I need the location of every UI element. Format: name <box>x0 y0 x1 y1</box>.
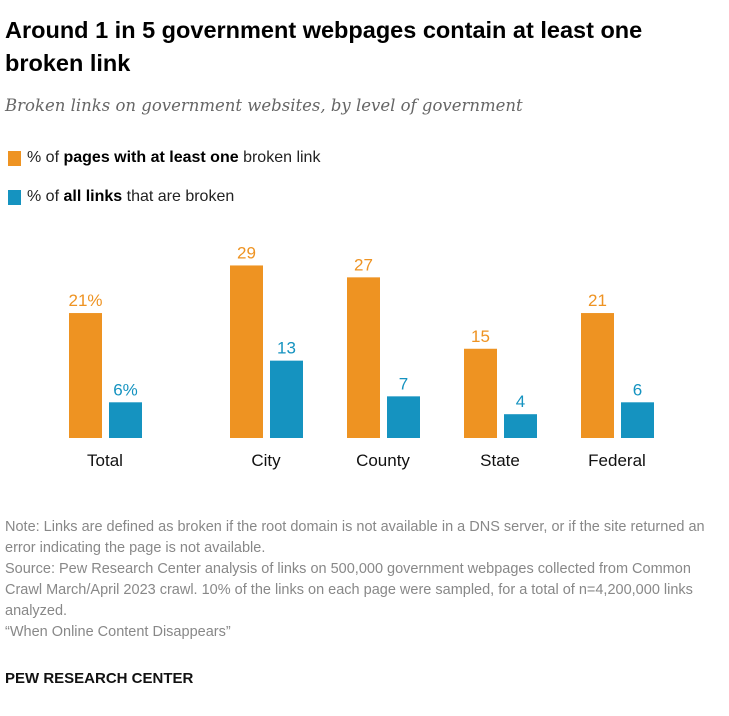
bar-city-links <box>270 360 303 438</box>
legend-item-links: % of all links that are broken <box>8 188 234 206</box>
legend-item-pages: % of pages with at least one broken link <box>8 149 320 167</box>
legend-swatch-orange <box>8 150 21 166</box>
data-label: 6 <box>633 380 642 399</box>
bar-county-links <box>387 396 420 438</box>
bar-federal-links <box>621 402 654 438</box>
bar-state-links <box>504 414 537 438</box>
legend-bold: all links <box>63 188 123 205</box>
bar-county-pages <box>347 277 380 438</box>
source-text: Source: Pew Research Center analysis of … <box>5 561 693 619</box>
legend-swatch-blue <box>8 189 21 205</box>
legend-text: % of <box>27 149 60 166</box>
report-title: “When Online Content Disappears” <box>5 624 231 640</box>
chart-subtitle: Broken links on government websites, by … <box>5 96 523 115</box>
chart-title: Around 1 in 5 government webpages contai… <box>5 17 643 76</box>
brand-logo: PEW RESEARCH CENTER <box>5 670 194 687</box>
notes: Note: Links are defined as broken if the… <box>5 517 725 643</box>
bar-federal-pages <box>581 313 614 438</box>
data-label: 6% <box>113 380 138 399</box>
category-label: Total <box>87 451 123 470</box>
legend-text: broken link <box>238 149 321 166</box>
legend-bold: pages with at least one <box>63 149 239 166</box>
bar-city-pages <box>230 265 263 438</box>
data-label: 27 <box>354 255 373 274</box>
category-label: State <box>480 451 520 470</box>
note-text: Note: Links are defined as broken if the… <box>5 519 705 556</box>
bar-total-pages <box>69 313 102 438</box>
bar-total-links <box>109 402 142 438</box>
data-label: 21% <box>68 291 102 310</box>
bar-state-pages <box>464 348 497 438</box>
data-label: 15 <box>471 327 490 346</box>
legend-text: that are broken <box>122 188 235 205</box>
data-label: 29 <box>237 243 256 262</box>
data-label: 21 <box>588 291 607 310</box>
data-label: 13 <box>277 339 296 358</box>
data-label: 4 <box>516 392 525 411</box>
category-label: City <box>251 451 281 470</box>
category-label: County <box>356 451 410 470</box>
category-label: Federal <box>588 451 646 470</box>
data-label: 7 <box>399 374 408 393</box>
legend-text: % of <box>27 188 60 205</box>
